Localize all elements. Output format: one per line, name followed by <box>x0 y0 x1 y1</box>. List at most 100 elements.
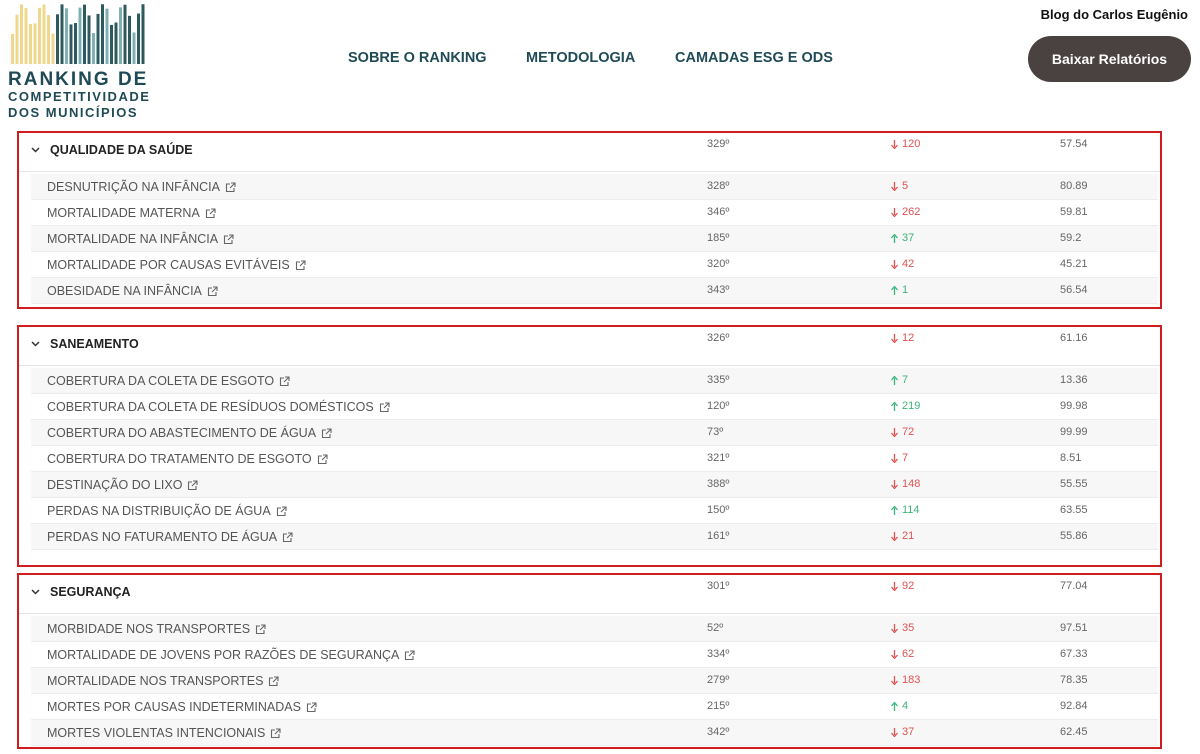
change-value: 148 <box>902 478 921 490</box>
section-box: SEGURANÇA 301º 92 77.04 MORBIDADE NOS TRANSP… <box>17 573 1162 749</box>
rank: 321º <box>707 452 730 464</box>
section-header[interactable]: QUALIDADE DA SAÚDE 329º 120 57.54 <box>19 133 1160 172</box>
rank: 215º <box>707 700 730 712</box>
external-link-icon[interactable] <box>404 649 415 661</box>
logo-bar <box>101 4 104 64</box>
indicator-name[interactable]: MORBIDADE NOS TRANSPORTES <box>47 622 251 636</box>
indicator-name[interactable]: COBERTURA DO ABASTECIMENTO DE ÁGUA <box>47 426 317 440</box>
external-link-icon[interactable] <box>379 401 390 413</box>
indicator-name[interactable]: COBERTURA DA COLETA DE ESGOTO <box>47 374 275 388</box>
external-link-icon[interactable] <box>279 375 290 387</box>
score: 97.51 <box>1060 622 1088 634</box>
logo-bar <box>96 13 100 64</box>
external-link-icon[interactable] <box>321 427 332 439</box>
external-link-icon[interactable] <box>295 259 306 271</box>
external-link-icon[interactable] <box>276 505 287 517</box>
external-link-icon[interactable] <box>268 675 280 687</box>
table-row: DESNUTRIÇÃO NA INFÂNCIA 328º 5 80.89 <box>31 174 1158 200</box>
logo-bar <box>65 8 68 64</box>
nav-link[interactable]: CAMADAS ESG E ODS <box>675 50 833 66</box>
indicator-name[interactable]: MORTALIDADE POR CAUSAS EVITÁVEIS <box>47 258 290 272</box>
indicator-name[interactable]: MORTALIDADE NA INFÂNCIA <box>47 232 219 246</box>
indicator-name[interactable]: MORTES VIOLENTAS INTENCIONAIS <box>47 726 266 740</box>
row-name[interactable]: COBERTURA DO ABASTECIMENTO DE ÁGUA <box>47 426 332 440</box>
table-row: MORTES VIOLENTAS INTENCIONAIS 342º 37 62.45 <box>31 720 1158 746</box>
section-header[interactable]: SANEAMENTO 326º 12 61.16 <box>19 327 1160 366</box>
table-row: PERDAS NO FATURAMENTO DE ÁGUA 161º 21 55.86 <box>31 524 1158 550</box>
collapse-chevron[interactable] <box>31 589 40 595</box>
arrow-up-icon <box>891 701 898 711</box>
logo-bar <box>123 4 127 64</box>
nav-link[interactable]: SOBRE O RANKING <box>348 50 487 66</box>
external-link-icon[interactable] <box>223 233 234 245</box>
score: 8.51 <box>1060 452 1082 464</box>
indicator-name[interactable]: PERDAS NA DISTRIBUIÇÃO DE ÁGUA <box>47 504 271 518</box>
row-name[interactable]: COBERTURA DA COLETA DE ESGOTO <box>47 374 290 388</box>
external-link-icon[interactable] <box>317 453 328 465</box>
section-name: SEGURANÇA <box>50 585 131 599</box>
row-name[interactable]: OBESIDADE NA INFÂNCIA <box>47 284 218 298</box>
indicator-name[interactable]: DESTINAÇÃO DO LIXO <box>47 478 183 492</box>
download-button[interactable]: Baixar Relatórios <box>1028 36 1191 82</box>
external-link-icon[interactable] <box>187 479 199 491</box>
row-name[interactable]: MORTALIDADE DE JOVENS POR RAZÕES DE SEGU… <box>47 648 415 662</box>
row-name[interactable]: DESNUTRIÇÃO NA INFÂNCIA <box>47 180 236 194</box>
logo-bar <box>56 14 59 64</box>
indicator-name[interactable]: COBERTURA DO TRATAMENTO DE ESGOTO <box>47 452 312 466</box>
change: 92 <box>891 580 914 592</box>
external-link-icon[interactable] <box>270 727 281 739</box>
row-name[interactable]: MORTES POR CAUSAS INDETERMINADAS <box>47 700 317 714</box>
indicator-name[interactable]: COBERTURA DA COLETA DE RESÍDUOS DOMÉSTIC… <box>47 400 374 414</box>
logo-graphic <box>11 4 145 64</box>
nav-link[interactable]: METODOLOGIA <box>526 50 636 66</box>
row-name[interactable]: MORTALIDADE NA INFÂNCIA <box>47 232 234 246</box>
row-name[interactable]: DESTINAÇÃO DO LIXO <box>47 478 199 492</box>
change: 37 <box>891 726 914 738</box>
logo[interactable]: RANKING DE COMPETITIVIDADE DOS MUNICÍPIO… <box>8 70 150 121</box>
arrow-down-icon <box>891 139 898 149</box>
score: 63.55 <box>1060 504 1088 516</box>
rank: 279º <box>707 674 730 686</box>
row-name[interactable]: MORTES VIOLENTAS INTENCIONAIS <box>47 726 281 740</box>
collapse-chevron[interactable] <box>31 341 40 347</box>
change-value: 1 <box>902 284 909 296</box>
arrow-down-icon <box>891 259 898 269</box>
indicator-name[interactable]: MORTALIDADE MATERNA <box>47 206 200 220</box>
external-link-icon[interactable] <box>282 531 293 543</box>
logo-bar <box>114 22 118 64</box>
section-header[interactable]: SEGURANÇA 301º 92 77.04 <box>19 575 1160 614</box>
change: 148 <box>891 478 920 490</box>
change-value: 120 <box>902 138 921 150</box>
arrow-down-icon <box>891 581 898 591</box>
row-name[interactable]: MORTALIDADE POR CAUSAS EVITÁVEIS <box>47 258 306 272</box>
change: 62 <box>891 648 914 660</box>
external-link-icon[interactable] <box>306 701 317 713</box>
indicator-name[interactable]: PERDAS NO FATURAMENTO DE ÁGUA <box>47 530 278 544</box>
row-name[interactable]: PERDAS NA DISTRIBUIÇÃO DE ÁGUA <box>47 504 287 518</box>
logo-bar <box>69 24 73 64</box>
arrow-down-icon <box>891 623 898 633</box>
indicator-name[interactable]: MORTES POR CAUSAS INDETERMINADAS <box>47 700 301 714</box>
external-link-icon[interactable] <box>207 285 218 297</box>
arrow-down-icon <box>891 727 898 737</box>
external-link-icon[interactable] <box>255 623 266 635</box>
indicator-name[interactable]: OBESIDADE NA INFÂNCIA <box>47 284 202 298</box>
row-name[interactable]: COBERTURA DA COLETA DE RESÍDUOS DOMÉSTIC… <box>47 400 390 414</box>
row-name[interactable]: MORTALIDADE NOS TRANSPORTES <box>47 674 280 688</box>
logo-bar <box>105 8 109 64</box>
indicator-name[interactable]: DESNUTRIÇÃO NA INFÂNCIA <box>47 180 220 194</box>
external-link-icon[interactable] <box>205 207 216 219</box>
collapse-chevron[interactable] <box>31 147 40 153</box>
change: 7 <box>891 374 908 386</box>
row-name[interactable]: MORBIDADE NOS TRANSPORTES <box>47 622 266 636</box>
table-row: OBESIDADE NA INFÂNCIA 343º 1 56.54 <box>31 278 1158 304</box>
external-link-icon[interactable] <box>225 181 236 193</box>
indicator-name[interactable]: MORTALIDADE NOS TRANSPORTES <box>47 674 264 688</box>
arrow-down-icon <box>891 649 898 659</box>
row-name[interactable]: MORTALIDADE MATERNA <box>47 206 216 220</box>
row-name[interactable]: COBERTURA DO TRATAMENTO DE ESGOTO <box>47 452 328 466</box>
table-row: COBERTURA DO ABASTECIMENTO DE ÁGUA 73º 72 9… <box>31 420 1158 446</box>
row-name[interactable]: PERDAS NO FATURAMENTO DE ÁGUA <box>47 530 293 544</box>
indicator-name[interactable]: MORTALIDADE DE JOVENS POR RAZÕES DE SEGU… <box>47 648 400 662</box>
change: 21 <box>891 530 914 542</box>
